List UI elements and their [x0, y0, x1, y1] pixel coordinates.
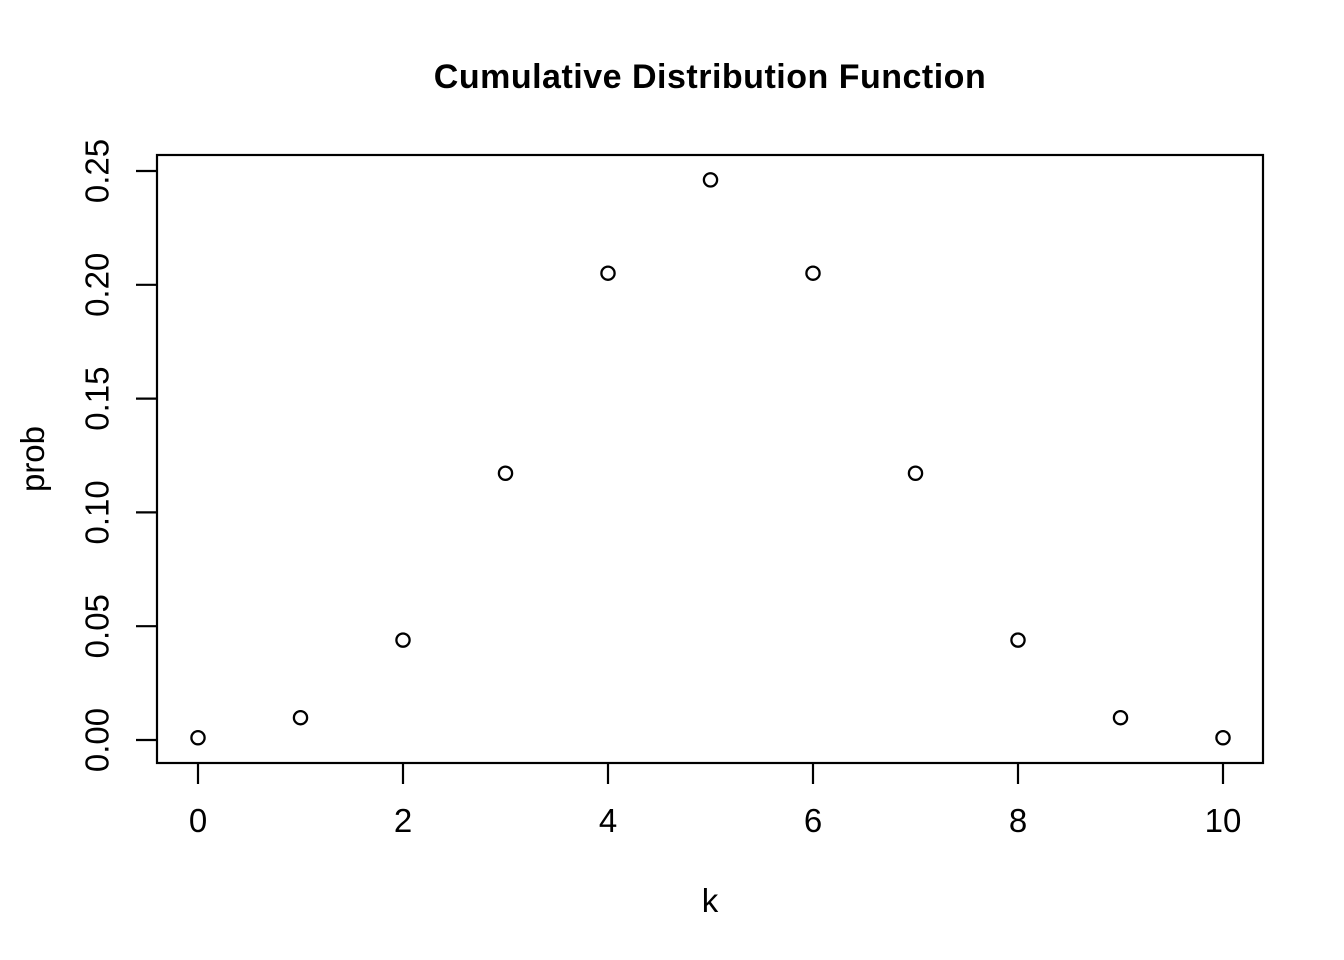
x-tick-label: 8 [1009, 802, 1027, 839]
data-point [497, 465, 514, 482]
y-tick-label: 0.15 [79, 366, 116, 430]
y-tick-label: 0.25 [79, 139, 116, 203]
data-point [1215, 729, 1231, 746]
y-tick-label: 0.05 [79, 594, 116, 658]
x-tick-label: 6 [804, 802, 822, 839]
data-point [907, 465, 924, 482]
data-point [1010, 632, 1026, 648]
data-point [805, 265, 821, 281]
data-point [292, 709, 309, 726]
x-tick-label: 0 [189, 802, 207, 839]
plot-border [155, 153, 1265, 765]
y-tick-label: 0.10 [79, 480, 116, 544]
chart-title: Cumulative Distribution Function [433, 58, 987, 96]
data-point [1112, 709, 1129, 726]
data-point [600, 265, 616, 281]
y-tick-label: 0.20 [79, 253, 116, 317]
x-tick-label: 2 [394, 802, 412, 839]
x-tick-label: 10 [1205, 802, 1242, 839]
data-point [702, 172, 719, 188]
x-axis-label: k [701, 882, 719, 919]
y-tick-label: 0.00 [79, 708, 116, 772]
x-tick-label: 4 [599, 802, 617, 839]
data-point [395, 632, 411, 648]
data-point [190, 729, 206, 746]
